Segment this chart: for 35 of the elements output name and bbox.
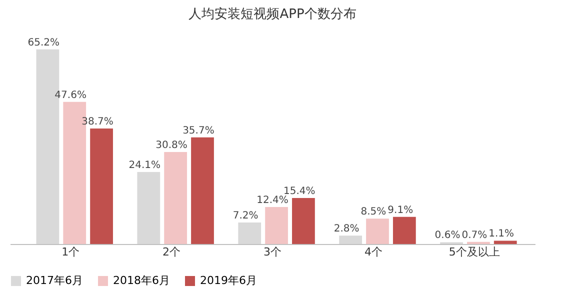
bar <box>366 218 389 244</box>
bar <box>164 152 188 244</box>
data-label: 2.8% <box>334 224 360 235</box>
bar <box>265 206 288 244</box>
legend-label: 2017年6月 <box>26 274 83 287</box>
x-tick-label: 3个 <box>264 246 282 258</box>
bar <box>339 236 362 244</box>
x-tick-label: 5个及以上 <box>448 246 500 258</box>
data-label: 7.2% <box>232 210 258 222</box>
data-label: 0.6% <box>434 230 460 242</box>
bar <box>90 128 113 244</box>
legend-label: 2019年6月 <box>200 274 257 287</box>
x-tick-label: 4个 <box>364 246 382 258</box>
bar <box>392 216 416 244</box>
bar <box>292 198 315 244</box>
legend-label: 2018年6月 <box>113 274 170 287</box>
bar <box>494 240 517 244</box>
chart-title: 人均安装短视频APP个数分布 <box>188 6 356 22</box>
bar <box>191 137 214 244</box>
data-label: 12.4% <box>256 194 288 206</box>
data-label: 35.7% <box>182 125 214 136</box>
data-label: 15.4% <box>284 186 316 198</box>
data-label: 24.1% <box>128 160 161 172</box>
data-label: 9.1% <box>388 204 414 216</box>
data-label: 8.5% <box>360 206 386 218</box>
data-label: 30.8% <box>156 140 188 152</box>
data-label: 47.6% <box>54 90 86 101</box>
bar <box>238 222 262 244</box>
data-label: 65.2% <box>28 37 60 48</box>
data-label: 38.7% <box>82 116 114 128</box>
data-label: 0.7% <box>462 230 488 241</box>
x-tick-label: 2个 <box>162 246 181 258</box>
data-label: 1.1% <box>488 228 514 240</box>
x-tick-label: 1个 <box>62 246 80 258</box>
bar <box>137 172 160 244</box>
